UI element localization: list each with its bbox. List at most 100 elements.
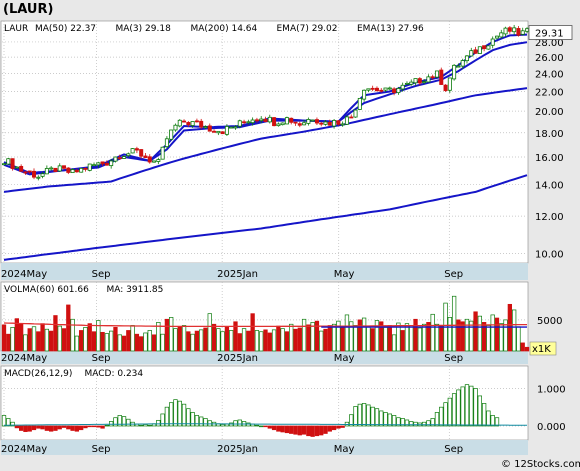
series-line-ma200 [3,174,528,261]
candle-body [36,176,41,179]
volume-bar [276,325,281,352]
macd-histogram-bar [314,425,320,437]
volume-bar [104,333,110,352]
volume-bar [61,328,67,352]
candle-body [366,88,371,91]
volume-bar [224,326,230,352]
volume-x-tick-label: Sep [92,353,111,364]
macd-histogram-bar [349,414,354,427]
candle-body [254,119,259,122]
macd-histogram-bar [194,415,200,427]
candle-body [173,124,178,131]
macd-histogram-bar [96,425,101,428]
macd-histogram-bar [263,425,268,428]
volume-bar [121,335,127,352]
volume-bar [289,323,294,352]
volume-bar [349,321,354,352]
volume-bar [117,334,122,352]
volume-bar [241,328,247,352]
candle-body [486,45,491,50]
macd-histogram-bar [434,412,440,427]
macd-histogram-bar [383,412,388,427]
volume-x-tick-label: 2024May [1,353,47,364]
macd-histogram-bar [40,425,45,430]
candle-body [499,32,504,38]
candle-body [413,78,418,84]
macd-histogram-bar [31,425,37,431]
volume-bar [18,323,24,352]
macd-histogram-bar [169,402,174,427]
macd-histogram-bar [486,410,491,427]
macd-y-tick-label: 1.000 [537,384,566,395]
volume-bar [57,325,62,352]
candle-body [284,117,289,125]
macd-histogram-bar [74,425,80,432]
macd-histogram-bar [379,410,384,427]
price-y-tick-label: 12.00 [535,212,564,223]
volume-bar [139,336,144,352]
volume-bar [53,315,58,352]
candle-body [113,156,118,162]
volume-bar [164,318,170,352]
candle-body [199,120,204,128]
volume-bar [327,325,332,352]
candle-body [87,163,92,171]
candle-body [387,87,392,90]
volume-date-axis [1,351,528,364]
volume-bar [259,331,264,352]
candle-body [229,126,234,129]
volume-bar [1,324,7,352]
volume-bar [331,323,337,352]
candle-body [66,167,71,173]
macd-histogram-bar [181,403,187,427]
candle-body [379,89,384,92]
candle-body [276,123,281,127]
macd-histogram-bar [53,425,58,431]
macd-histogram-bar [391,415,397,427]
volume-bar [160,333,165,352]
volume-bar [314,320,320,352]
price-y-tick-label: 10.00 [535,250,564,261]
price-x-tick-label: 2025Jan [217,269,258,280]
volume-bar [100,331,105,352]
volume-bar [481,322,487,352]
macd-histogram-bar [70,425,75,431]
volume-bar [361,317,367,352]
volume-bar [6,333,11,352]
macd-histogram-bar [460,386,465,427]
candle-body [250,119,255,124]
volume-panel: 2024May Sep 2025Jan May Sep VOLMA(60) 601.66 M… [0,281,580,364]
candle-body [143,155,148,159]
macd-histogram-bar [447,397,452,427]
volume-bar [126,330,131,352]
macd-histogram-bar [104,424,110,427]
volume-bar [456,319,461,352]
volume-bar [374,320,380,352]
volume-bar [284,331,290,352]
macd-histogram-bar [374,408,380,427]
volume-bar [516,326,521,352]
macd-histogram-bar [233,420,238,427]
macd-histogram-bar [259,425,264,428]
volume-bar [173,328,178,352]
macd-histogram-bar [327,425,332,432]
volume-bar [306,324,311,352]
macd-histogram-bar [451,393,457,427]
macd-histogram-bar [186,408,191,427]
volume-bar [400,330,405,352]
price-panel: 2024May Sep 2025Jan May Sep LAUR MA(50) 22.37 M… [0,20,580,280]
volume-bar [190,333,195,352]
candle-body [207,125,212,132]
volume-ma-line [3,322,527,328]
volume-bar [40,323,45,352]
macd-histogram-bar [237,419,242,427]
macd-histogram-bar [464,384,470,427]
candle-body [469,50,474,57]
macd-histogram-bar [220,424,225,427]
candle-body [525,28,530,32]
volume-bar [87,323,92,352]
price-legend-item: MA(50) 22.37 [35,24,96,34]
volume-bar [254,330,260,352]
macd-histogram-bar [284,425,290,434]
